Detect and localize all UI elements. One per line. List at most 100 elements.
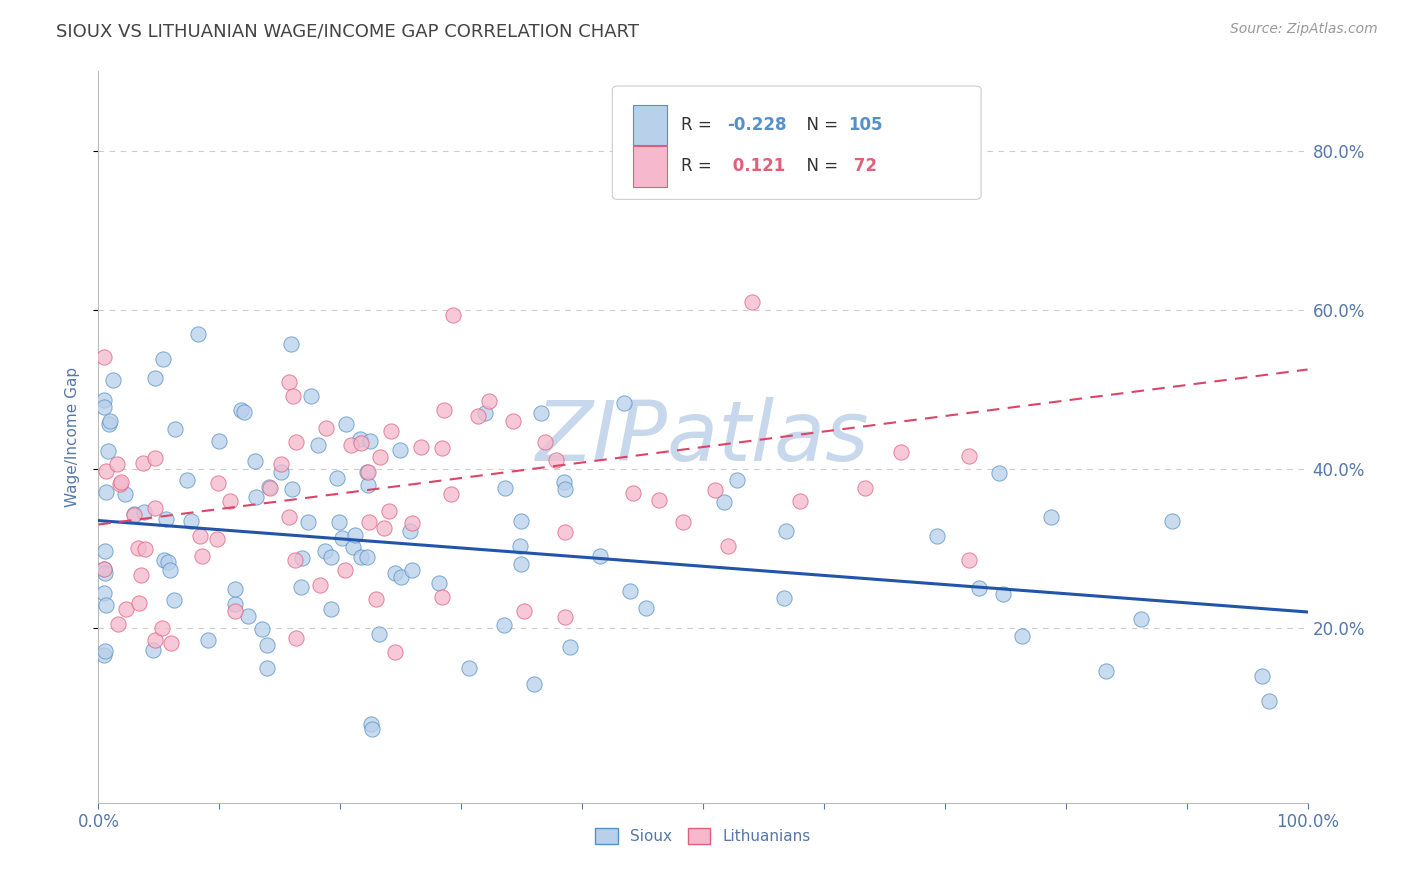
- Point: [233, 405, 256, 419]
- Point: [152, 352, 174, 367]
- Point: [621, 485, 644, 500]
- Point: [359, 515, 381, 529]
- Point: [281, 482, 304, 496]
- Point: [134, 542, 156, 557]
- Legend: Sioux, Lithuanians: Sioux, Lithuanians: [589, 822, 817, 850]
- Point: [297, 515, 319, 529]
- Point: [93, 393, 115, 408]
- Point: [467, 409, 489, 423]
- Point: [93, 648, 115, 663]
- Point: [142, 643, 165, 657]
- Point: [243, 454, 266, 468]
- Point: [554, 482, 576, 496]
- Point: [1129, 612, 1152, 626]
- Point: [93, 401, 115, 415]
- Point: [128, 596, 150, 610]
- Point: [529, 406, 551, 420]
- Point: [105, 457, 128, 471]
- Point: [433, 403, 456, 417]
- Point: [97, 417, 120, 432]
- Point: [509, 557, 531, 571]
- FancyBboxPatch shape: [633, 104, 666, 145]
- Point: [122, 507, 145, 521]
- Point: [315, 421, 337, 435]
- Point: [704, 483, 727, 497]
- Point: [152, 552, 174, 566]
- Point: [270, 465, 292, 479]
- Point: [478, 393, 501, 408]
- Point: [380, 424, 402, 438]
- Point: [356, 550, 378, 565]
- Point: [775, 524, 797, 538]
- Text: SIOUX VS LITHUANIAN WAGE/INCOME GAP CORRELATION CHART: SIOUX VS LITHUANIAN WAGE/INCOME GAP CORR…: [56, 22, 640, 40]
- Point: [534, 434, 557, 449]
- Point: [991, 587, 1014, 601]
- Point: [278, 509, 301, 524]
- Point: [1011, 629, 1033, 643]
- Point: [957, 449, 980, 463]
- Point: [523, 676, 546, 690]
- Text: 105: 105: [848, 116, 883, 134]
- Point: [411, 440, 433, 454]
- Point: [110, 475, 132, 489]
- Point: [280, 336, 302, 351]
- Point: [114, 487, 136, 501]
- Point: [145, 451, 167, 466]
- Point: [399, 524, 422, 538]
- Point: [366, 592, 388, 607]
- Point: [188, 529, 211, 543]
- Point: [1250, 669, 1272, 683]
- Point: [107, 616, 129, 631]
- Point: [509, 539, 531, 553]
- Point: [389, 569, 412, 583]
- Point: [430, 441, 453, 455]
- Point: [357, 465, 380, 479]
- Point: [165, 422, 187, 436]
- Point: [335, 417, 357, 432]
- Point: [224, 582, 246, 597]
- Point: [553, 475, 575, 489]
- Point: [328, 516, 350, 530]
- Point: [647, 493, 669, 508]
- Point: [150, 620, 173, 634]
- Point: [94, 598, 117, 612]
- Point: [725, 474, 748, 488]
- Point: [115, 601, 138, 615]
- Point: [278, 376, 301, 390]
- Point: [359, 434, 381, 448]
- Point: [250, 623, 273, 637]
- Point: [96, 485, 118, 500]
- Point: [134, 505, 156, 519]
- Point: [94, 544, 117, 558]
- Point: [281, 389, 304, 403]
- Point: [122, 508, 145, 523]
- Point: [1040, 509, 1063, 524]
- Point: [890, 445, 912, 459]
- Point: [326, 471, 349, 485]
- Point: [309, 578, 332, 592]
- Point: [224, 598, 246, 612]
- Point: [558, 640, 581, 654]
- Point: [458, 661, 481, 675]
- Point: [129, 567, 152, 582]
- Point: [143, 371, 166, 385]
- Point: [344, 527, 367, 541]
- Point: [256, 638, 278, 652]
- Point: [367, 627, 389, 641]
- Point: [314, 544, 336, 558]
- Point: [145, 501, 167, 516]
- Point: [927, 528, 949, 542]
- Point: [1161, 514, 1184, 528]
- Point: [176, 473, 198, 487]
- Point: [160, 636, 183, 650]
- Point: [290, 550, 312, 565]
- Point: [357, 478, 380, 492]
- FancyBboxPatch shape: [633, 146, 666, 186]
- Point: [236, 609, 259, 624]
- Point: [441, 308, 464, 322]
- Point: [127, 541, 149, 555]
- Point: [619, 583, 641, 598]
- Point: [93, 586, 115, 600]
- Point: [284, 632, 307, 646]
- Point: [163, 592, 186, 607]
